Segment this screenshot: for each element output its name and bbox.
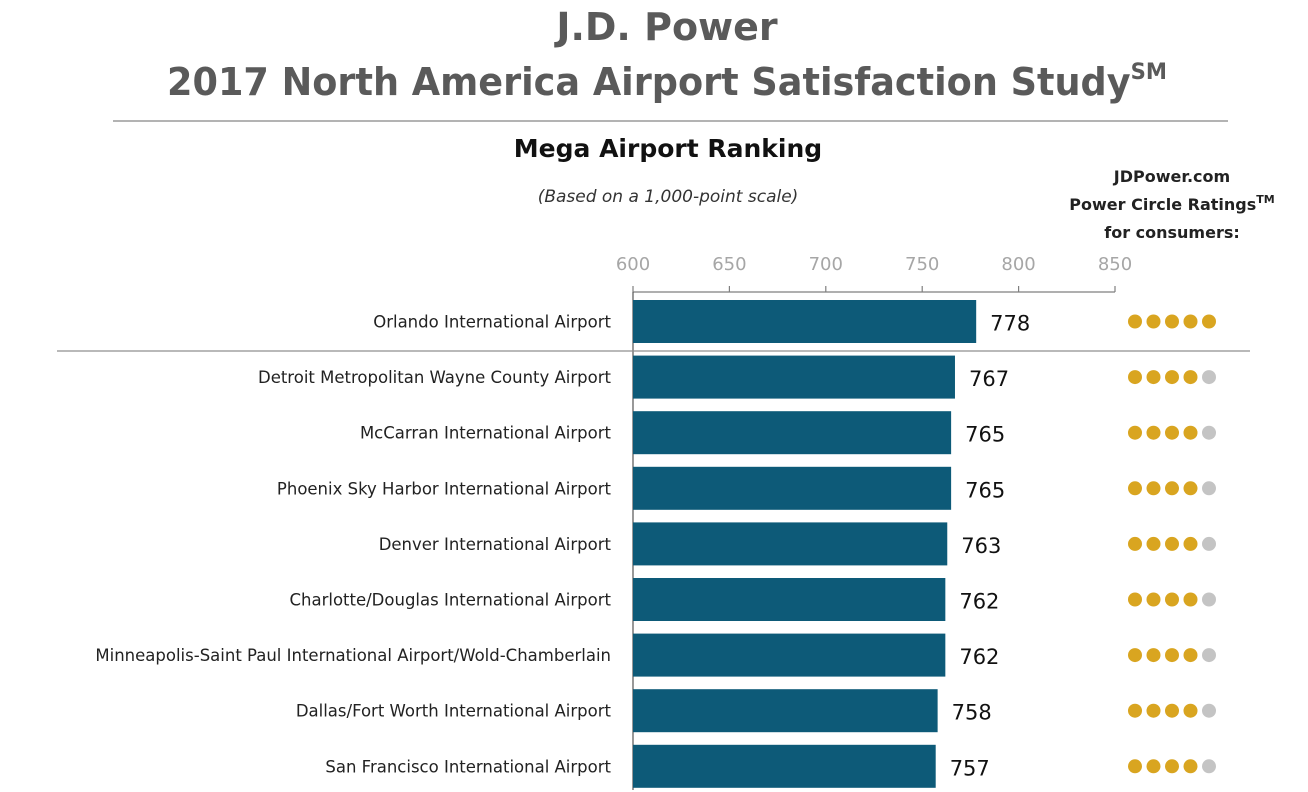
x-tick-label-3: 750	[905, 254, 939, 275]
rating-circle-4-1	[1146, 536, 1161, 551]
bar-8	[633, 744, 936, 788]
bar-4	[633, 522, 948, 566]
rating-circle-5-1	[1146, 592, 1161, 607]
rating-circle-3-2	[1165, 481, 1179, 496]
study-title-text: 2017 North America Airport Satisfaction …	[167, 60, 1131, 104]
value-label-0: 778	[990, 312, 1030, 336]
rating-circle-6-0	[1128, 648, 1142, 663]
x-tick-label-2: 700	[809, 254, 843, 275]
x-tick-label-1: 650	[712, 254, 746, 275]
x-tick-label-0: 600	[616, 254, 650, 275]
category-label-3: Phoenix Sky Harbor International Airport	[277, 479, 612, 498]
rating-circle-4-0	[1128, 536, 1142, 551]
category-label-5: Charlotte/Douglas International Airport	[289, 591, 611, 610]
rating-circle-5-3	[1183, 592, 1198, 607]
rating-circle-3-1	[1146, 481, 1161, 496]
rating-circle-4-2	[1165, 536, 1179, 551]
category-label-1: Detroit Metropolitan Wayne County Airpor…	[258, 368, 612, 387]
rating-circle-6-2	[1165, 648, 1179, 663]
value-label-4: 763	[961, 534, 1001, 558]
rating-circle-7-3	[1183, 703, 1198, 718]
rating-circle-5-4	[1202, 592, 1216, 607]
study-title: 2017 North America Airport Satisfaction …	[167, 60, 1167, 104]
rating-circle-3-0	[1128, 481, 1142, 496]
rating-circle-0-1	[1146, 314, 1161, 329]
bar-3	[633, 466, 952, 510]
ratings-header-line2-text: Power Circle Ratings	[1069, 195, 1256, 214]
value-label-2: 765	[965, 423, 1005, 447]
rating-circle-0-2	[1165, 314, 1179, 329]
bar-1	[633, 355, 955, 399]
category-label-2: McCarran International Airport	[360, 424, 612, 443]
rating-circle-7-2	[1165, 703, 1179, 718]
rating-circle-1-2	[1165, 370, 1179, 385]
rating-circle-1-3	[1183, 370, 1198, 385]
category-labels: Orlando International Airport Detroit Met…	[95, 313, 611, 777]
bar-6	[633, 633, 946, 677]
rating-circle-8-2	[1165, 759, 1179, 774]
bar-7	[633, 689, 938, 733]
rating-circle-6-3	[1183, 648, 1198, 663]
rating-circle-3-3	[1183, 481, 1198, 496]
rating-circle-2-3	[1183, 425, 1198, 440]
chart-title: Mega Airport Ranking	[514, 134, 822, 163]
rating-circle-1-0	[1128, 370, 1142, 385]
category-label-4: Denver International Airport	[379, 535, 612, 554]
category-label-8: San Francisco International Airport	[325, 757, 611, 776]
value-label-6: 762	[959, 645, 999, 669]
rating-circle-1-4	[1202, 370, 1216, 385]
bar-series	[633, 300, 977, 788]
x-tick-label-5: 850	[1098, 254, 1132, 275]
rating-circle-4-4	[1202, 536, 1216, 551]
value-label-7: 758	[952, 701, 992, 725]
chart-subtitle: (Based on a 1,000-point scale)	[538, 187, 799, 207]
rating-circle-2-2	[1165, 425, 1179, 440]
rating-circle-3-4	[1202, 481, 1216, 496]
value-label-3: 765	[965, 478, 1005, 502]
ratings-header-mark: TM	[1256, 193, 1274, 206]
rating-circle-2-4	[1202, 425, 1216, 440]
rating-circle-0-0	[1128, 314, 1142, 329]
value-label-8: 757	[950, 756, 990, 780]
power-circle-ratings	[1128, 314, 1216, 774]
rating-circle-8-0	[1128, 759, 1142, 774]
value-labels: 778 767 765 765 763 762 762 758 757	[950, 312, 1031, 781]
category-label-6: Minneapolis-Saint Paul International Air…	[95, 646, 611, 665]
rating-circle-2-1	[1146, 425, 1161, 440]
study-title-mark: SM	[1131, 60, 1167, 85]
bar-2	[633, 411, 952, 455]
rating-circle-4-3	[1183, 536, 1198, 551]
bar-0	[633, 300, 977, 343]
rating-circle-5-2	[1165, 592, 1179, 607]
rating-circle-8-4	[1202, 759, 1216, 774]
rating-circle-0-4	[1202, 314, 1216, 329]
rating-circle-1-1	[1146, 370, 1161, 385]
value-label-1: 767	[969, 367, 1009, 391]
bar-5	[633, 578, 946, 621]
brand-title: J.D. Power	[553, 5, 778, 49]
ratings-header-line2: Power Circle RatingsTM	[1069, 193, 1274, 214]
rating-circle-2-0	[1128, 425, 1142, 440]
rating-circle-0-3	[1183, 314, 1198, 329]
value-label-5: 762	[959, 590, 999, 614]
rating-circle-5-0	[1128, 592, 1142, 607]
rating-circle-7-4	[1202, 703, 1216, 718]
rating-circle-6-1	[1146, 648, 1161, 663]
rating-circle-8-1	[1146, 759, 1161, 774]
x-tick-label-4: 800	[1001, 254, 1035, 275]
rating-circle-6-4	[1202, 648, 1216, 663]
ratings-header-line3: for consumers:	[1104, 223, 1240, 242]
rating-circle-8-3	[1183, 759, 1198, 774]
rating-circle-7-1	[1146, 703, 1161, 718]
rating-circle-7-0	[1128, 703, 1142, 718]
ratings-header-line1: JDPower.com	[1113, 167, 1230, 186]
category-label-7: Dallas/Fort Worth International Airport	[296, 702, 612, 721]
category-label-0: Orlando International Airport	[373, 313, 611, 332]
